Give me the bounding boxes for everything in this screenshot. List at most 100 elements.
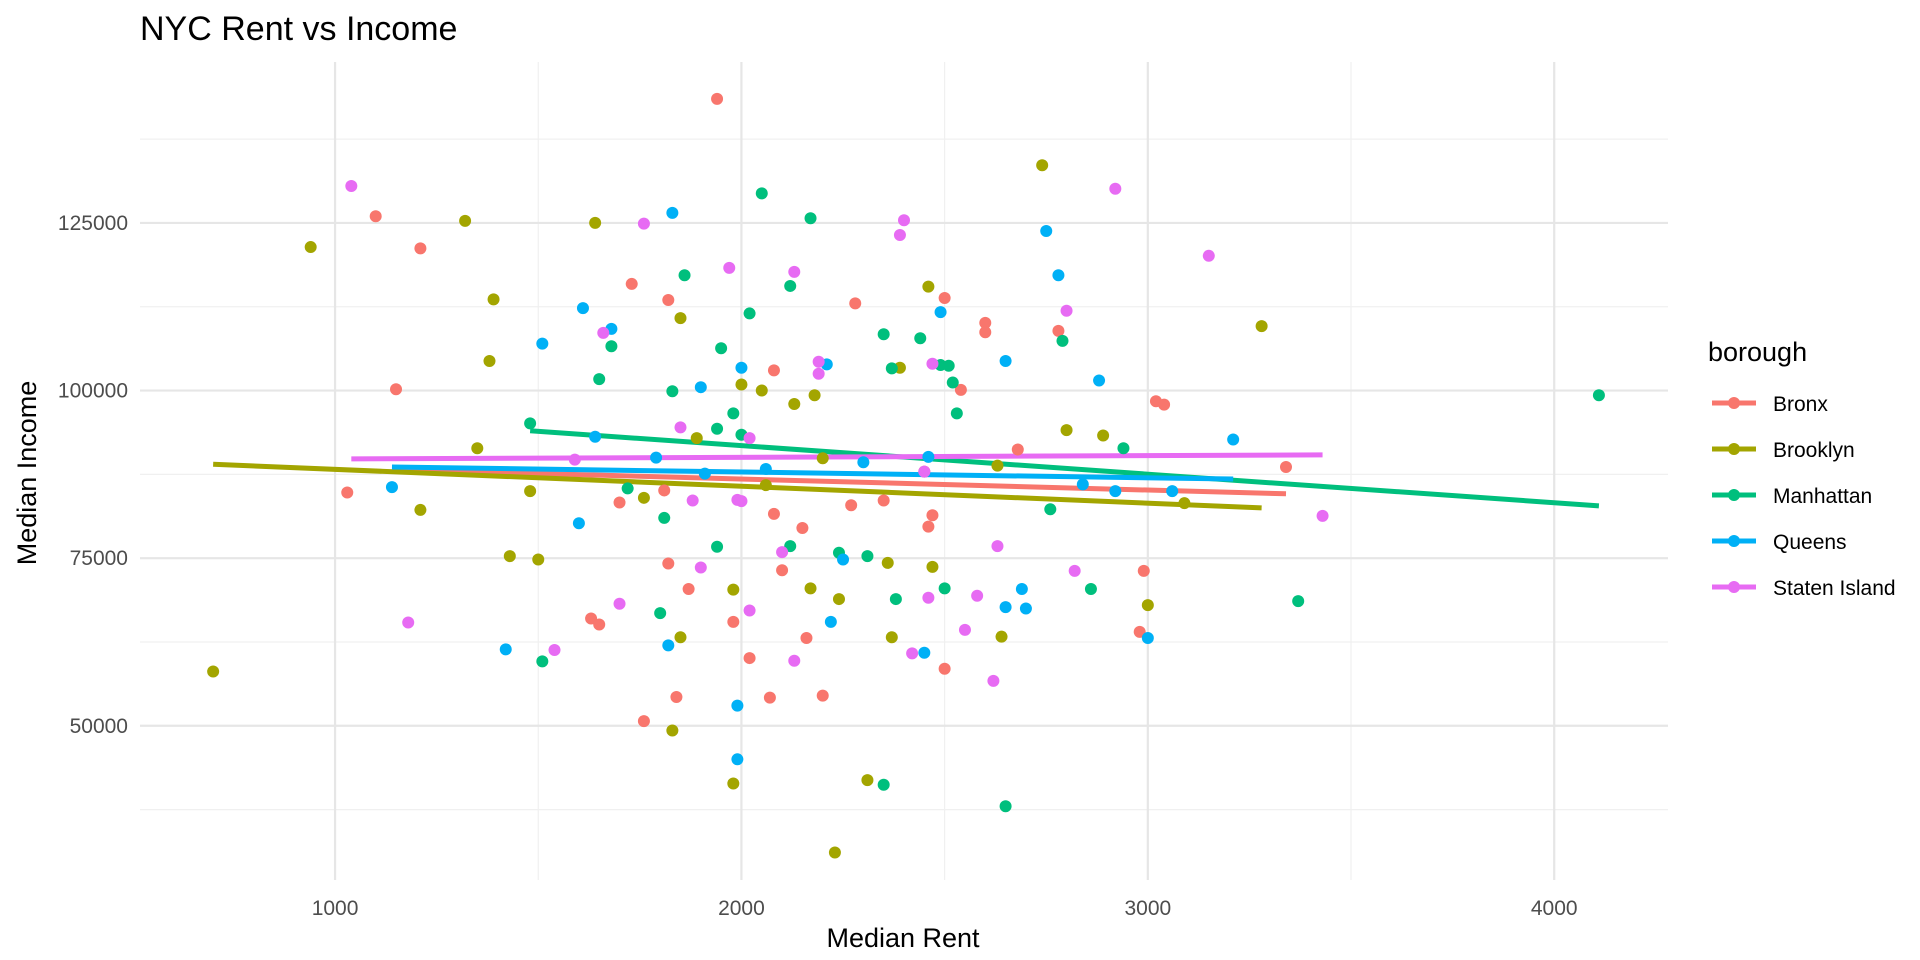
- data-point: [881, 556, 894, 569]
- data-point: [743, 432, 756, 445]
- data-point: [1060, 304, 1073, 317]
- data-point: [971, 589, 984, 602]
- legend-point-key: [1728, 397, 1740, 409]
- trend-lines: [213, 428, 1600, 511]
- data-point: [1097, 429, 1110, 442]
- data-point: [690, 432, 703, 445]
- data-point: [877, 778, 890, 791]
- data-point: [678, 269, 691, 282]
- data-point: [650, 451, 663, 464]
- data-point: [926, 357, 939, 370]
- data-point: [812, 367, 825, 380]
- trend-line: [391, 464, 1234, 482]
- data-point: [926, 560, 939, 573]
- data-point: [735, 378, 748, 391]
- data-point: [1202, 249, 1215, 262]
- data-point: [816, 689, 829, 702]
- data-point: [788, 654, 801, 667]
- data-point: [1166, 485, 1179, 498]
- data-point: [390, 383, 403, 396]
- x-axis-title: Median Rent: [826, 923, 980, 953]
- y-tick-label: 50000: [70, 715, 128, 738]
- data-point: [727, 583, 740, 596]
- data-point: [938, 662, 951, 675]
- data-point: [845, 499, 858, 512]
- data-point: [568, 453, 581, 466]
- data-point: [715, 342, 728, 355]
- data-point: [345, 180, 358, 193]
- data-point: [686, 494, 699, 507]
- data-point: [207, 665, 220, 678]
- y-tick-label: 125000: [58, 212, 128, 235]
- data-point: [922, 280, 935, 293]
- data-point: [731, 753, 744, 766]
- data-point: [662, 557, 675, 570]
- data-point: [524, 417, 537, 430]
- data-point: [950, 407, 963, 420]
- data-point: [889, 593, 902, 606]
- data-point: [1592, 389, 1605, 402]
- data-point: [576, 302, 589, 315]
- data-point: [808, 389, 821, 402]
- data-point: [776, 564, 789, 577]
- data-point: [414, 242, 427, 255]
- legend-point-key: [1728, 535, 1740, 547]
- data-point: [938, 582, 951, 595]
- data-point: [1084, 583, 1097, 596]
- data-point: [670, 690, 683, 703]
- data-point: [613, 597, 626, 610]
- data-point: [979, 326, 992, 339]
- data-point: [304, 241, 317, 254]
- data-point: [1036, 159, 1049, 172]
- data-point: [767, 507, 780, 520]
- data-point: [1011, 443, 1024, 456]
- data-point: [1056, 334, 1069, 347]
- data-point: [1316, 509, 1329, 522]
- data-point: [654, 607, 667, 620]
- data-point: [857, 456, 870, 469]
- data-point: [1292, 595, 1305, 608]
- chart-title: NYC Rent vs Income: [140, 10, 457, 48]
- legend-label: Queens: [1773, 531, 1847, 554]
- data-point: [1109, 182, 1122, 195]
- legend-item: Manhattan: [1712, 485, 1872, 508]
- legend: borough Bronx Brooklyn Manhattan Queens Stat…: [1708, 337, 1896, 600]
- data-point: [1117, 442, 1130, 455]
- data-point: [711, 422, 724, 435]
- x-tick-label: 1000: [312, 897, 359, 920]
- data-point: [711, 540, 724, 553]
- legend-point-key: [1728, 489, 1740, 501]
- data-point: [694, 561, 707, 574]
- data-point: [1141, 599, 1154, 612]
- data-point: [1178, 497, 1191, 510]
- data-point: [918, 646, 931, 659]
- data-point: [548, 644, 561, 657]
- y-tick-label: 100000: [58, 380, 128, 403]
- legend-label: Staten Island: [1773, 577, 1896, 600]
- legend-item: Staten Island: [1712, 577, 1896, 600]
- data-point: [662, 294, 675, 307]
- data-point: [796, 521, 809, 534]
- data-point: [804, 582, 817, 595]
- data-point: [816, 452, 829, 465]
- data-point: [536, 655, 549, 668]
- data-point: [1109, 485, 1122, 498]
- data-point: [861, 550, 874, 563]
- data-point: [471, 442, 484, 455]
- data-point: [524, 485, 537, 498]
- data-point: [914, 332, 927, 345]
- data-point: [999, 601, 1012, 614]
- data-point: [812, 355, 825, 368]
- data-point: [1141, 631, 1154, 644]
- data-point: [991, 540, 1004, 553]
- data-point: [743, 604, 756, 617]
- data-point: [942, 359, 955, 372]
- data-point: [987, 674, 1000, 687]
- legend-label: Brooklyn: [1773, 439, 1855, 462]
- data-point: [1255, 320, 1268, 333]
- data-point: [1060, 424, 1073, 437]
- data-point: [877, 494, 890, 507]
- data-point: [666, 385, 679, 398]
- data-point: [698, 467, 711, 480]
- data-point: [711, 92, 724, 105]
